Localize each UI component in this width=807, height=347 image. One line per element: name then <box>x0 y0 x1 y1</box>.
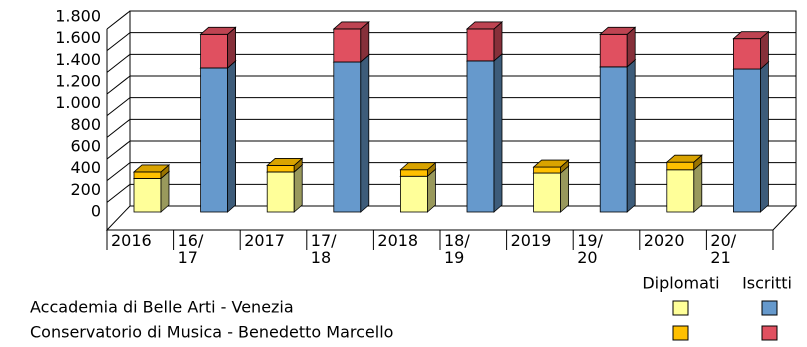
bar-front <box>733 38 761 70</box>
bar-front <box>200 33 229 69</box>
grid-line <box>106 10 796 30</box>
y-tick-label: 600 <box>70 137 101 156</box>
bar-top <box>199 26 237 35</box>
legend-header: Diplomati <box>642 274 719 293</box>
x-tick-label: 19/ 20 <box>577 231 603 267</box>
bar-front <box>533 172 561 213</box>
bar-top <box>732 31 770 40</box>
y-tick-label: 400 <box>70 158 101 177</box>
y-tick-label: 200 <box>70 180 101 199</box>
bar-top <box>599 26 637 35</box>
bar-top <box>532 159 570 168</box>
legend-swatch <box>761 325 778 341</box>
bar-top <box>399 162 437 171</box>
x-tick-label: 2018 <box>377 231 419 250</box>
legend-swatch <box>761 300 778 316</box>
bar-front <box>333 61 362 213</box>
grid-line <box>106 162 796 182</box>
y-tick-label: 1.800 <box>55 7 101 26</box>
x-tick-label: 2016 <box>111 231 152 250</box>
grid-line <box>106 75 796 95</box>
bar-front <box>666 169 695 213</box>
y-tick-label: 1.000 <box>55 93 101 112</box>
bar-front <box>399 169 428 177</box>
bar-top <box>665 154 703 163</box>
bar-side <box>493 52 503 213</box>
y-tick-label: 1.600 <box>55 28 101 47</box>
bar-front <box>266 165 295 173</box>
bar-side <box>693 161 703 213</box>
bar-top <box>266 158 304 166</box>
bar-front <box>399 175 428 213</box>
bar-front <box>333 28 362 63</box>
bar-front <box>599 66 628 213</box>
bar-front <box>133 171 162 179</box>
y-tick-label: 1.200 <box>55 72 101 91</box>
bar-front <box>666 161 695 171</box>
grid-line <box>106 118 796 138</box>
bar-side <box>760 61 769 213</box>
bar-top <box>332 21 370 30</box>
x-tick-label: 16/ 17 <box>177 231 204 267</box>
y-tick-label: 1.400 <box>55 50 101 69</box>
x-tick-label: 2020 <box>643 231 685 250</box>
x-tick-label: 18/ 19 <box>444 231 470 267</box>
x-tick-label: 2017 <box>244 231 285 250</box>
bar-front <box>133 178 162 213</box>
bar-side <box>560 165 569 213</box>
grid-line <box>106 53 796 73</box>
bar-top <box>465 21 504 30</box>
x-tick-label: 2019 <box>510 231 552 250</box>
bar-side <box>626 58 636 213</box>
bar-front <box>599 33 628 68</box>
x-tick-label: 17/ 18 <box>310 231 337 267</box>
bar-side <box>227 60 237 213</box>
bar-front <box>533 166 561 174</box>
grid-line <box>106 32 796 52</box>
bar-side <box>360 54 370 213</box>
bar-top <box>132 164 171 173</box>
grid-line <box>106 97 796 117</box>
bar-front <box>266 171 295 213</box>
x-tick-label: 20/ 21 <box>710 231 737 267</box>
y-tick-label: 0 <box>91 202 101 221</box>
legend-swatch <box>672 325 689 341</box>
grid-line <box>106 140 796 160</box>
y-tick-label: 800 <box>70 115 101 134</box>
bar-front <box>733 68 761 213</box>
legend-label: Conservatorio di Musica - Benedetto Marc… <box>30 323 393 342</box>
bar-side <box>293 164 303 213</box>
legend-label: Accademia di Belle Arti - Venezia <box>30 298 294 317</box>
bar-front <box>466 28 495 62</box>
legend-swatch <box>672 300 689 316</box>
bar-front <box>466 60 495 213</box>
grid-line <box>106 183 796 203</box>
bar-front <box>200 67 229 213</box>
legend-header: Iscritti <box>742 274 792 293</box>
